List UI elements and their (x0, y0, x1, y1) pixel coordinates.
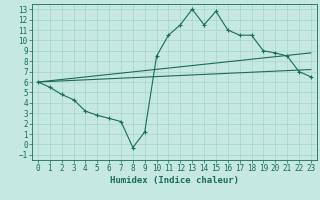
X-axis label: Humidex (Indice chaleur): Humidex (Indice chaleur) (110, 176, 239, 185)
